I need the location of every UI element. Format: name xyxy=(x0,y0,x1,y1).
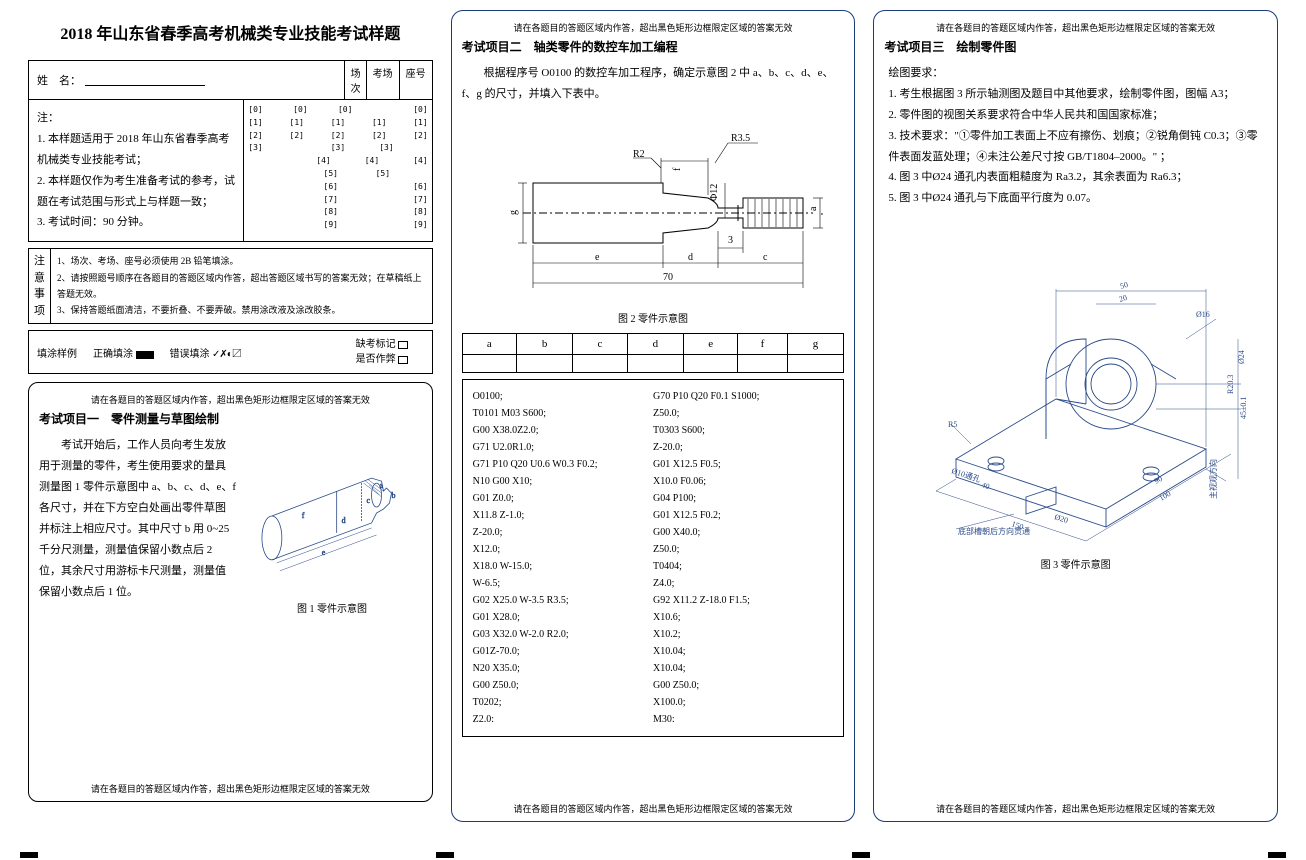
fill-label: 填涂样例 xyxy=(37,345,77,360)
candidate-info-box: 姓 名： 场次 考场 座号 注： 1. 本样题适用于 2018 年山东省春季高考… xyxy=(28,60,433,242)
boundary-note-top2: 请在各题目的答题区域内作答，超出黑色矩形边框限定区域的答案无效 xyxy=(462,21,845,34)
main-title: 2018 年山东省春季高考机械类专业技能考试样题 xyxy=(28,20,433,44)
figure2-caption: 图 2 零件示意图 xyxy=(462,310,845,325)
svg-text:b: b xyxy=(392,491,396,500)
name-field[interactable] xyxy=(85,74,205,86)
svg-text:20: 20 xyxy=(1118,293,1128,304)
instructions-block: 注： 1. 本样题适用于 2018 年山东省春季高考机械类专业技能考试； 2. … xyxy=(29,100,244,241)
svg-text:40: 40 xyxy=(980,481,990,492)
figure2-drawing: e d c 70 3 a b g f R3.5 R2 Φ12 xyxy=(483,113,823,303)
section3-panel: 请在各题目的答题区域内作答，超出黑色矩形边框限定区域的答案无效 考试项目三 绘制… xyxy=(873,10,1278,822)
boundary-note-top3: 请在各题目的答题区域内作答，超出黑色矩形边框限定区域的答案无效 xyxy=(884,21,1267,34)
dimension-table: abcdefg xyxy=(462,333,845,373)
boundary-note-top: 请在各题目的答题区域内作答，超出黑色矩形边框限定区域的答案无效 xyxy=(39,393,422,406)
svg-text:50: 50 xyxy=(1119,280,1129,291)
svg-text:g: g xyxy=(508,210,519,215)
svg-text:f: f xyxy=(672,167,683,171)
svg-text:R3.5: R3.5 xyxy=(731,133,750,144)
footer-marks xyxy=(0,852,1306,858)
svg-text:Φ12: Φ12 xyxy=(709,183,720,200)
section3-title: 考试项目三 绘制零件图 xyxy=(884,38,1267,55)
svg-text:底部槽朝后方向贯通: 底部槽朝后方向贯通 xyxy=(958,526,1030,536)
svg-text:R2: R2 xyxy=(633,149,645,160)
svg-text:e: e xyxy=(322,548,326,557)
svg-text:70: 70 xyxy=(663,272,673,283)
notes-box: 注意事项 1、场次、考场、座号必须使用 2B 铅笔填涂。 2、请按照题号顺序在各… xyxy=(28,248,433,324)
svg-text:100: 100 xyxy=(1157,489,1172,503)
requirements-list: 绘图要求： 1. 考生根据图 3 所示轴测图及题目中其他要求，绘制零件图，图幅 … xyxy=(888,63,1267,209)
figure3-caption: 图 3 零件示意图 xyxy=(884,556,1267,571)
nc-code-box: O0100;T0101 M03 S600;G00 X38.0Z2.0;G71 U… xyxy=(462,379,845,737)
figure1-drawing: e d a b f c xyxy=(242,443,421,593)
svg-text:45±0.1: 45±0.1 xyxy=(1239,397,1248,419)
svg-text:c: c xyxy=(367,496,371,505)
svg-text:Ø24: Ø24 xyxy=(1237,350,1246,364)
section2-panel: 请在各题目的答题区域内作答，超出黑色矩形边框限定区域的答案无效 考试项目二 轴类… xyxy=(451,10,856,822)
section2-title: 考试项目二 轴类零件的数控车加工编程 xyxy=(462,38,845,55)
svg-text:Ø10通孔: Ø10通孔 xyxy=(950,466,981,485)
svg-text:a: a xyxy=(808,206,819,211)
seat-label: 座号 xyxy=(400,61,432,99)
svg-text:d: d xyxy=(688,252,693,263)
figure3-drawing: 50 20 Ø16 150 100 40 Ø20 R20.3 45±0.1 Ø2… xyxy=(896,229,1256,549)
room-label: 考场 xyxy=(367,61,400,99)
svg-text:3: 3 xyxy=(728,235,733,246)
session-label: 场次 xyxy=(345,61,367,99)
svg-text:R5: R5 xyxy=(948,420,957,429)
svg-text:主视观方向: 主视观方向 xyxy=(1208,459,1218,499)
svg-text:d: d xyxy=(342,516,346,525)
section1-panel: 请在各题目的答题区域内作答，超出黑色矩形边框限定区域的答案无效 考试项目一 零件… xyxy=(28,382,433,802)
svg-text:c: c xyxy=(763,252,768,263)
figure1-caption: 图 1 零件示意图 xyxy=(242,600,421,615)
svg-text:b: b xyxy=(820,210,823,215)
section1-title: 考试项目一 零件测量与草图绘制 xyxy=(39,410,422,427)
name-label: 姓 名： xyxy=(37,72,81,88)
svg-text:R20.3: R20.3 xyxy=(1226,375,1235,394)
boundary-note-bottom: 请在各题目的答题区域内作答，超出黑色矩形边框限定区域的答案无效 xyxy=(29,782,432,795)
bubble-grid: [0][0][0] [0][1][1][1][1][1][2][2][2][2]… xyxy=(244,100,431,241)
svg-text:Ø16: Ø16 xyxy=(1196,310,1210,319)
section1-body: 考试开始后，工作人员向考生发放用于测量的零件，考生使用要求的量具测量图 1 零件… xyxy=(39,435,236,623)
svg-text:e: e xyxy=(595,252,600,263)
boundary-note-bottom2: 请在各题目的答题区域内作答，超出黑色矩形边框限定区域的答案无效 xyxy=(452,802,855,815)
boundary-note-bottom3: 请在各题目的答题区域内作答，超出黑色矩形边框限定区域的答案无效 xyxy=(874,802,1277,815)
section2-body: 根据程序号 O0100 的数控车加工程序，确定示意图 2 中 a、b、c、d、e… xyxy=(462,63,845,105)
fill-sample-box: 填涂样例 正确填涂 错误填涂 ✓✗◐〼 缺考标记 是否作弊 xyxy=(28,330,433,374)
svg-text:f: f xyxy=(302,511,305,520)
